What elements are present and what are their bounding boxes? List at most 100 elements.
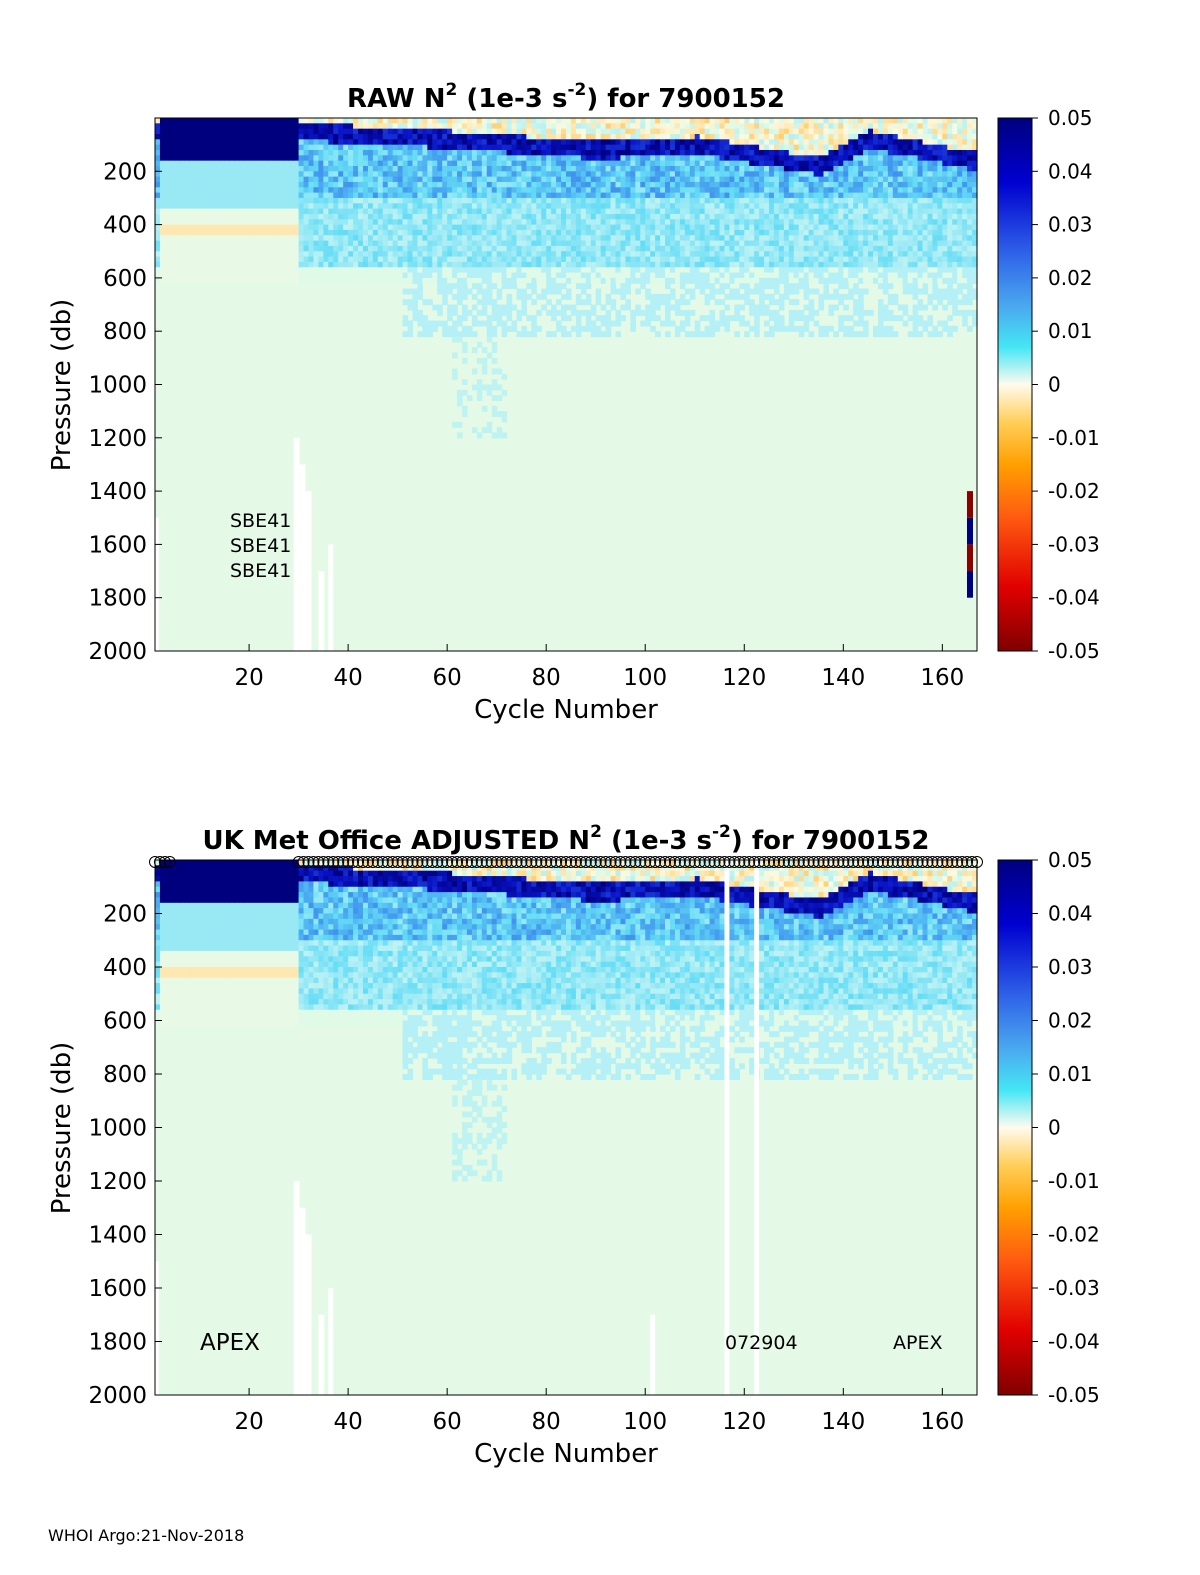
heatmap-cell	[793, 192, 800, 199]
heatmap-cell	[769, 245, 775, 252]
heatmap-cell	[778, 299, 785, 306]
heatmap-cell	[650, 240, 656, 247]
heatmap-cell	[585, 181, 592, 188]
heatmap-cell	[778, 293, 785, 300]
heatmap-cell	[575, 251, 582, 258]
heatmap-cell	[189, 181, 196, 188]
heatmap-cell	[333, 128, 339, 135]
heatmap-cell	[318, 149, 324, 156]
heatmap-cell	[199, 251, 206, 258]
heatmap-cell	[476, 272, 483, 279]
heatmap-cell	[466, 331, 473, 338]
heatmap-cell	[239, 197, 245, 204]
heatmap-cell	[699, 149, 706, 156]
heatmap-cell	[452, 155, 458, 162]
heatmap-cell	[501, 187, 508, 194]
heatmap-cell	[476, 320, 483, 327]
heatmap-cell	[447, 181, 453, 188]
heatmap-cell	[442, 176, 448, 183]
heatmap-cell	[308, 213, 315, 220]
heatmap-cell	[258, 118, 265, 124]
heatmap-cell	[328, 203, 334, 210]
heatmap-cell	[595, 272, 602, 279]
heatmap-cell	[338, 224, 344, 231]
heatmap-cell	[838, 272, 844, 279]
heatmap-cell	[303, 181, 310, 188]
heatmap-cell	[739, 128, 745, 135]
heatmap-cell	[372, 251, 379, 258]
heatmap-cell	[159, 240, 166, 247]
heatmap-cell	[229, 160, 235, 167]
heatmap-cell	[625, 133, 631, 140]
heatmap-cell	[476, 208, 483, 215]
heatmap-cell	[313, 155, 320, 162]
heatmap-cell	[561, 283, 567, 290]
heatmap-cell	[580, 309, 587, 316]
heatmap-cell	[164, 219, 171, 226]
heatmap-cell	[412, 176, 419, 183]
heatmap-cell	[367, 208, 374, 215]
heatmap-cell	[803, 160, 810, 167]
heatmap-cell	[169, 181, 176, 188]
heatmap-cell	[224, 123, 230, 130]
heatmap-cell	[739, 187, 745, 194]
heatmap-cell	[333, 240, 339, 247]
heatmap-cell	[303, 240, 310, 247]
heatmap-cell	[823, 123, 830, 130]
heatmap-cell	[575, 165, 582, 172]
heatmap-cell	[600, 165, 607, 172]
heatmap-cell	[655, 293, 661, 300]
heatmap-cell	[793, 165, 800, 172]
heatmap-cell	[783, 213, 790, 220]
heatmap-cell	[328, 272, 334, 279]
heatmap-cell	[660, 160, 666, 167]
heatmap-cell	[288, 118, 295, 124]
heatmap-cell	[521, 293, 527, 300]
heatmap-cell	[813, 208, 820, 215]
heatmap-cell	[159, 149, 166, 156]
heatmap-cell	[491, 197, 498, 204]
heatmap-cell	[684, 224, 691, 231]
heatmap-cell	[377, 224, 384, 231]
heatmap-cell	[600, 256, 607, 263]
heatmap-cell	[580, 299, 587, 306]
heatmap-cell	[189, 229, 196, 236]
heatmap-cell	[828, 203, 834, 210]
heatmap-cell	[288, 155, 295, 162]
heatmap-cell	[466, 160, 473, 167]
heatmap-cell	[382, 235, 389, 242]
heatmap-cell	[209, 165, 216, 172]
heatmap-cell	[788, 160, 795, 167]
heatmap-cell	[585, 144, 592, 151]
heatmap-cell	[566, 272, 572, 279]
heatmap-cell	[184, 261, 191, 268]
heatmap-cell	[714, 139, 721, 146]
heatmap-cell	[491, 229, 498, 236]
heatmap-cell	[258, 144, 265, 151]
heatmap-cell	[823, 277, 830, 284]
heatmap-cell	[699, 192, 706, 199]
heatmap-cell	[159, 144, 166, 151]
heatmap-cell	[838, 235, 844, 242]
heatmap-cell	[769, 261, 775, 268]
heatmap-cell	[595, 299, 602, 306]
heatmap-cell	[476, 240, 483, 247]
heatmap-cell	[669, 144, 676, 151]
heatmap-cell	[714, 267, 721, 274]
heatmap-cell	[353, 181, 359, 188]
heatmap-cell	[600, 149, 607, 156]
heatmap-cell	[625, 277, 631, 284]
heatmap-cell	[793, 272, 800, 279]
heatmap-cell	[511, 261, 518, 268]
heatmap-cell	[778, 304, 785, 311]
heatmap-cell	[353, 165, 359, 172]
heatmap-cell	[551, 208, 557, 215]
heatmap-cell	[640, 133, 646, 140]
heatmap-cell	[476, 235, 483, 242]
heatmap-cell	[199, 123, 206, 130]
heatmap-cell	[432, 192, 438, 199]
heatmap-cell	[382, 219, 389, 226]
heatmap-cell	[174, 171, 181, 178]
heatmap-cell	[437, 283, 443, 290]
heatmap-cell	[377, 208, 384, 215]
